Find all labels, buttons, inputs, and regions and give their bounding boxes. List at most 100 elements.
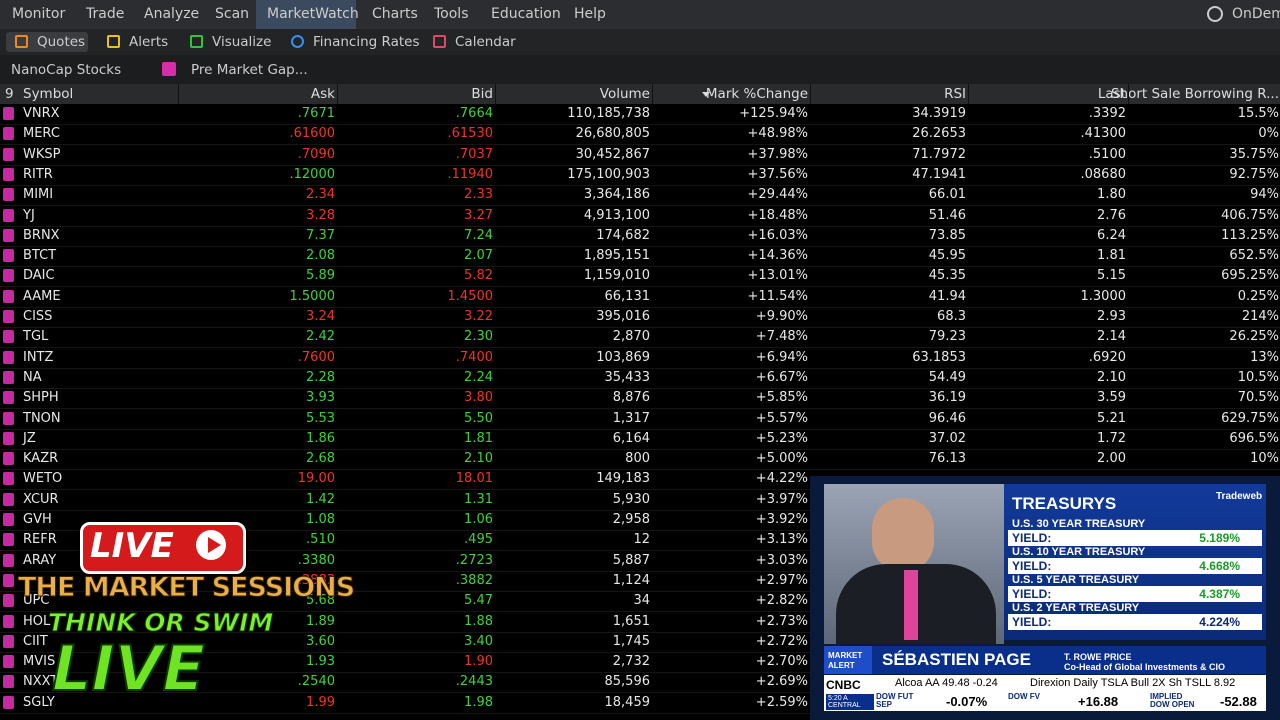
cell: +5.85%: [755, 390, 808, 406]
cell: 45.95: [928, 248, 966, 264]
cell: 26.2653: [912, 126, 966, 142]
row[interactable]: BTCT 2.08 2.07 1,895,151 +14.36% 45.95 1.81 652…: [0, 246, 1280, 268]
row-icon: [3, 594, 14, 608]
cell: 1.81: [1097, 248, 1126, 264]
row[interactable]: NXXT .2540 .2443 85,596 +2.69%: [0, 672, 1280, 694]
menu-item[interactable]: Scan: [215, 6, 250, 22]
play-triangle: [208, 537, 221, 553]
column-header[interactable]: Symbol: [23, 86, 74, 102]
menu-item[interactable]: Charts: [372, 6, 418, 22]
column-header[interactable]: Bid: [471, 86, 493, 102]
symbol: SGLY: [23, 694, 55, 710]
column-header[interactable]: Last: [1097, 86, 1126, 102]
menu-item[interactable]: Tools: [434, 6, 469, 22]
cell: 1.42: [306, 491, 335, 507]
cell: 1,159,010: [583, 268, 650, 284]
column-header[interactable]: Volume: [599, 86, 650, 102]
guest-org: T. ROWE PRICE: [1064, 652, 1132, 662]
row[interactable]: MIMI 2.34 2.33 3,364,186 +29.44% 66.01 1.80 94%: [0, 185, 1280, 207]
row[interactable]: CIIT 3.60 3.40 1,745 +2.72%: [0, 632, 1280, 653]
row[interactable]: CISS 3.24 3.22 395,016 +9.90% 68.3 2.93 214%: [0, 307, 1280, 328]
column-header[interactable]: Mark %Change: [705, 86, 808, 102]
row[interactable]: JZ 1.86 1.81 6,164 +5.23% 37.02 1.72 696.5%: [0, 429, 1280, 450]
tab[interactable]: Financing Rates: [313, 34, 420, 50]
cell: +2.82%: [755, 593, 808, 609]
column-header[interactable]: Ask: [310, 86, 335, 102]
cell: 35,433: [604, 369, 651, 385]
tab[interactable]: Visualize: [212, 34, 272, 50]
menu-item[interactable]: MarketWatch: [267, 6, 359, 22]
menu-bar: Monitor Trade Analyze Scan MarketWatch Charts…: [0, 0, 1280, 30]
tab[interactable]: Quotes: [37, 34, 86, 50]
cell: .3392: [1088, 106, 1126, 121]
cell: 3.40: [464, 633, 493, 649]
row[interactable]: MERC .61600 .61530 26,680,805 +48.98% 26.2653…: [0, 124, 1280, 146]
row[interactable]: VNRX .7671 .7664 110,185,738 +125.94% 34.3919…: [0, 104, 1280, 125]
row[interactable]: HOL 1.89 1.88 1,651 +2.73%: [0, 612, 1280, 633]
cell: .6920: [1088, 349, 1126, 365]
yield-label: YIELD:: [1012, 587, 1052, 601]
cell: 6.24: [1097, 227, 1126, 243]
row-icon: [3, 330, 14, 344]
row[interactable]: SHPH 3.93 3.80 8,876 +5.85% 36.19 3.59 70.5%: [0, 388, 1280, 410]
row[interactable]: AAME 1.5000 1.4500 66,131 +11.54% 41.94 1.3000…: [0, 287, 1280, 308]
row[interactable]: XCUR 1.42 1.31 5,930 +3.97%: [0, 490, 1280, 511]
dropdown[interactable]: Pre Market Gap...: [191, 62, 308, 78]
menu-item[interactable]: OnDem: [1232, 6, 1280, 22]
cell: 30,452,867: [575, 146, 650, 162]
row[interactable]: UPC 5.68 5.47 34 +2.82%: [0, 591, 1280, 613]
row[interactable]: YJ 3.28 3.27 4,913,100 +18.48% 51.46 2.76 406.7…: [0, 206, 1280, 227]
column-header[interactable]: RSI: [944, 86, 966, 102]
menu-item[interactable]: Help: [574, 6, 606, 22]
row[interactable]: TGL 2.42 2.30 2,870 +7.48% 79.23 2.14 26.25%: [0, 327, 1280, 349]
ticker-item: Direxion Daily TSLA Bull 2X Sh TSLL 8.92: [1030, 677, 1236, 689]
symbol: SHPH: [23, 390, 59, 406]
menu-item[interactable]: Trade: [86, 6, 125, 22]
cell: +6.67%: [755, 369, 808, 385]
row[interactable]: SGLY 1.99 1.98 18,459 +2.59%: [0, 693, 1280, 714]
cell: .7090: [297, 146, 335, 162]
menu-item[interactable]: Analyze: [144, 6, 200, 22]
cell: .2443: [455, 674, 493, 690]
cell: 1.89: [306, 613, 335, 629]
row[interactable]: KAZR 2.68 2.10 800 +5.00% 76.13 2.00 10%: [0, 449, 1280, 471]
dropdown[interactable]: NanoCap Stocks: [11, 62, 122, 78]
menu-item[interactable]: Education: [491, 6, 561, 22]
row[interactable]: BRNX 7.37 7.24 174,682 +16.03% 73.85 6.24 113.2…: [0, 226, 1280, 247]
row[interactable]: DAIC 5.89 5.82 1,159,010 +13.01% 45.35 5.15 695…: [0, 266, 1280, 288]
symbol: INTZ: [23, 349, 54, 365]
tab[interactable]: Calendar: [455, 34, 516, 50]
row[interactable]: INTZ .7600 .7400 103,869 +6.94% 63.1853 .6920 1…: [0, 348, 1280, 369]
cell: +9.90%: [755, 309, 808, 324]
yield-row-bg: [1008, 558, 1262, 574]
cell: 1,317: [612, 410, 650, 426]
cell: 174,682: [596, 227, 650, 243]
symbol: AAME: [23, 288, 61, 304]
row[interactable]: RITR .12000 .11940 175,100,903 +37.56% 47.194…: [0, 165, 1280, 186]
column-divider: [968, 84, 969, 104]
row[interactable]: ARAY .3380 .2723 5,887 +3.03%: [0, 551, 1280, 572]
cell: 800: [625, 451, 650, 467]
cell: 13%: [1250, 349, 1279, 365]
row[interactable]: WETO 19.00 18.01 149,183 +4.22%: [0, 469, 1280, 491]
row[interactable]: REFR .510 .495 12 +3.13%: [0, 530, 1280, 552]
cell: 1.72: [1097, 430, 1126, 446]
column-header[interactable]: Short Sale Borrowing R...: [1110, 86, 1279, 102]
cell: 2.76: [1097, 207, 1126, 223]
cell: 5.68: [306, 593, 335, 609]
row[interactable]: WKSP .7090 .7037 30,452,867 +37.98% 71.7972 .5…: [0, 145, 1280, 166]
icon: [1207, 6, 1223, 22]
tab[interactable]: Alerts: [129, 34, 169, 50]
menu-item[interactable]: Monitor: [12, 6, 66, 22]
row[interactable]: TNON 5.53 5.50 1,317 +5.57% 96.46 5.21 629.75%: [0, 409, 1280, 430]
cell: 395,016: [596, 309, 650, 324]
row-icon: [3, 208, 14, 222]
row[interactable]: GVH 1.08 1.06 2,958 +3.92%: [0, 510, 1280, 531]
symbol: NA: [23, 369, 42, 385]
table-header: 9 Symbol Ask Bid Volume Mark %Change RSI Last Sh…: [0, 84, 1280, 104]
row[interactable]: NA 2.28 2.24 35,433 +6.67% 54.49 2.10 10.5%: [0, 368, 1280, 389]
row[interactable]: MVIS 1.93 1.90 2,732 +2.70%: [0, 652, 1280, 674]
row[interactable]: .3883 .3882 1,124 +2.97%: [0, 571, 1280, 592]
cell: 34.3919: [912, 106, 966, 121]
